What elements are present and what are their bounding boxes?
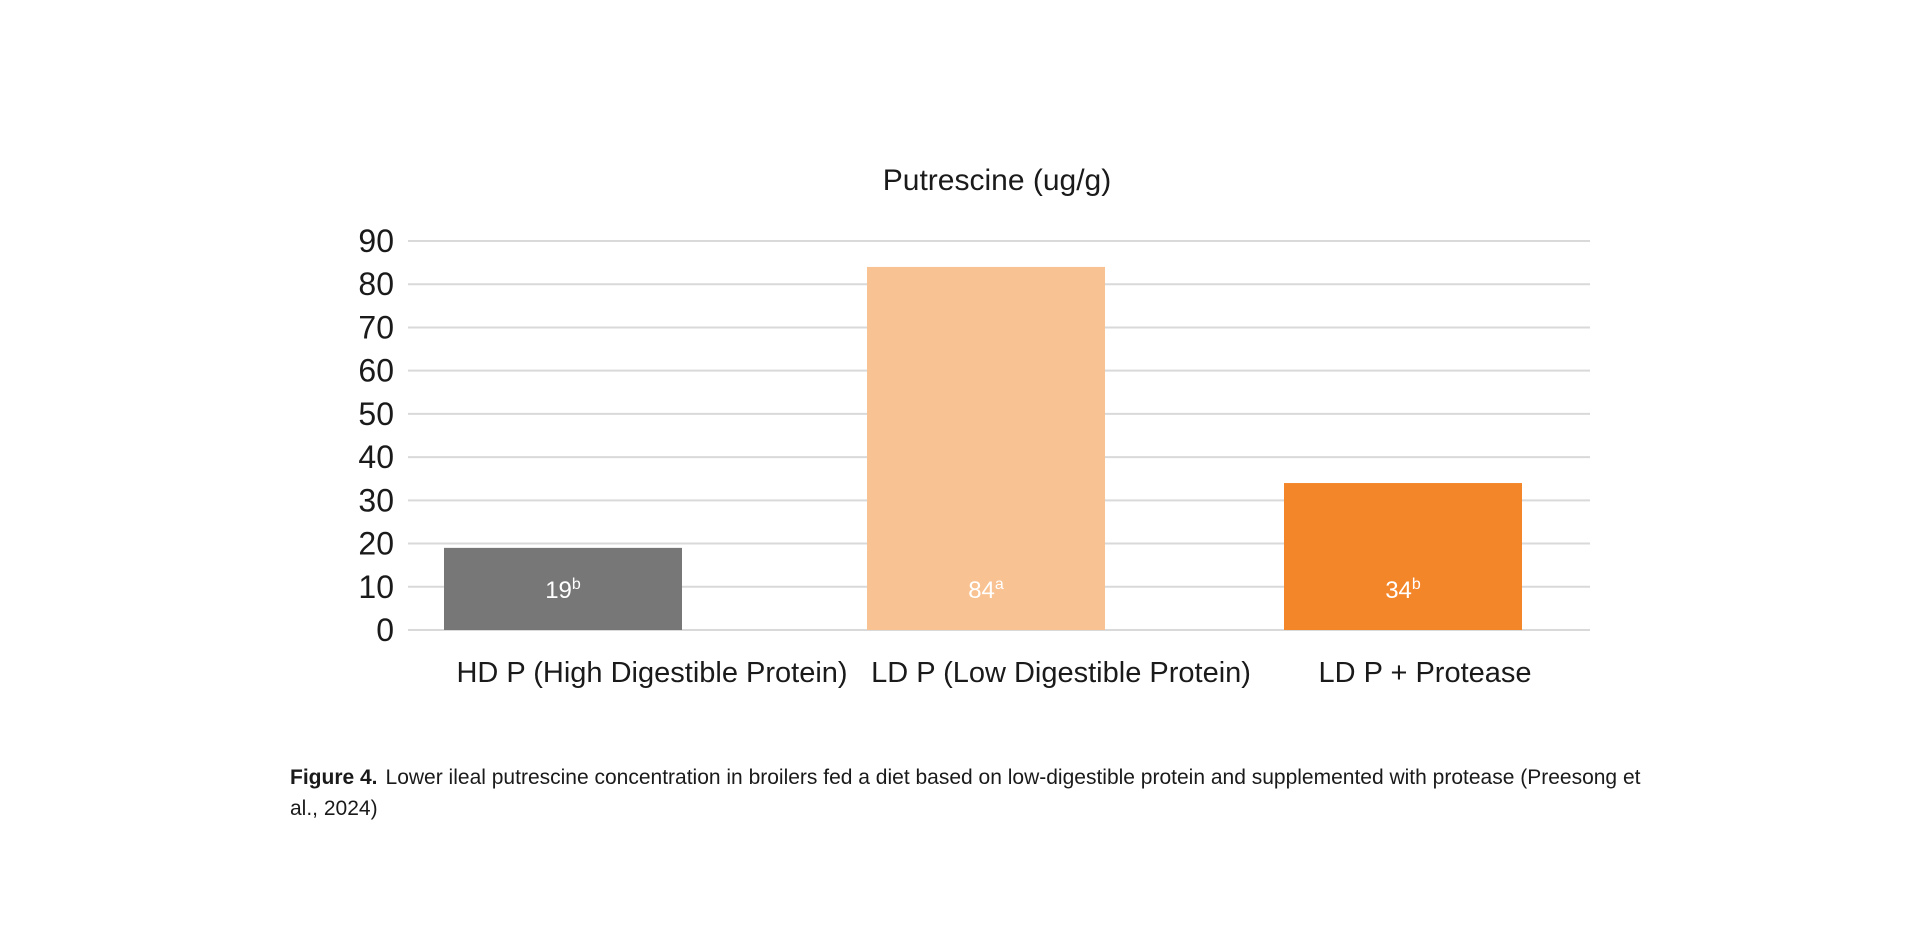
y-tick-label: 30 — [358, 482, 394, 518]
bar-data-label: 84a — [968, 576, 1004, 604]
bar-value: 19 — [545, 577, 572, 604]
bar-1 — [444, 547, 682, 630]
bar-data-label: 34b — [1385, 576, 1421, 604]
significance-letter: b — [1412, 576, 1421, 593]
bars — [444, 266, 1522, 630]
y-tick-label: 80 — [358, 266, 394, 302]
caption-text: Lower ileal putrescine concentration in … — [290, 766, 1641, 820]
bar-data-labels: 19b 84a 34b — [545, 576, 1421, 604]
bar-chart: Putrescine (ug/g) 0 10 20 30 40 50 60 70 80 90 19… — [358, 164, 1590, 689]
y-axis-ticks: 0 10 20 30 40 50 60 70 80 90 — [358, 223, 394, 648]
x-axis-ticks: HD P (High Digestible Protein) LD P (Low … — [456, 657, 1531, 689]
y-tick-label: 50 — [358, 396, 394, 432]
x-tick-label: LD P + Protease — [1318, 657, 1531, 689]
y-tick-label: 70 — [358, 309, 394, 345]
y-tick-label: 20 — [358, 526, 394, 562]
bar-2 — [867, 266, 1105, 630]
bar-value: 34 — [1385, 577, 1412, 604]
bar-3 — [1284, 483, 1522, 630]
y-tick-label: 60 — [358, 353, 394, 389]
caption-label: Figure 4. — [290, 766, 378, 789]
y-tick-label: 40 — [358, 439, 394, 475]
significance-letter: b — [572, 576, 581, 593]
bar-value: 84 — [968, 577, 995, 604]
y-tick-label: 0 — [376, 612, 394, 648]
bar-data-label: 19b — [545, 576, 581, 604]
y-tick-label: 10 — [358, 569, 394, 605]
significance-letter: a — [995, 576, 1004, 593]
y-tick-label: 90 — [358, 223, 394, 259]
figure-caption: Figure 4. Lower ileal putrescine concentr… — [290, 762, 1650, 824]
x-tick-label: HD P (High Digestible Protein) — [456, 657, 847, 689]
x-tick-label: LD P (Low Digestible Protein) — [871, 657, 1251, 689]
chart-title: Putrescine (ug/g) — [883, 164, 1111, 197]
